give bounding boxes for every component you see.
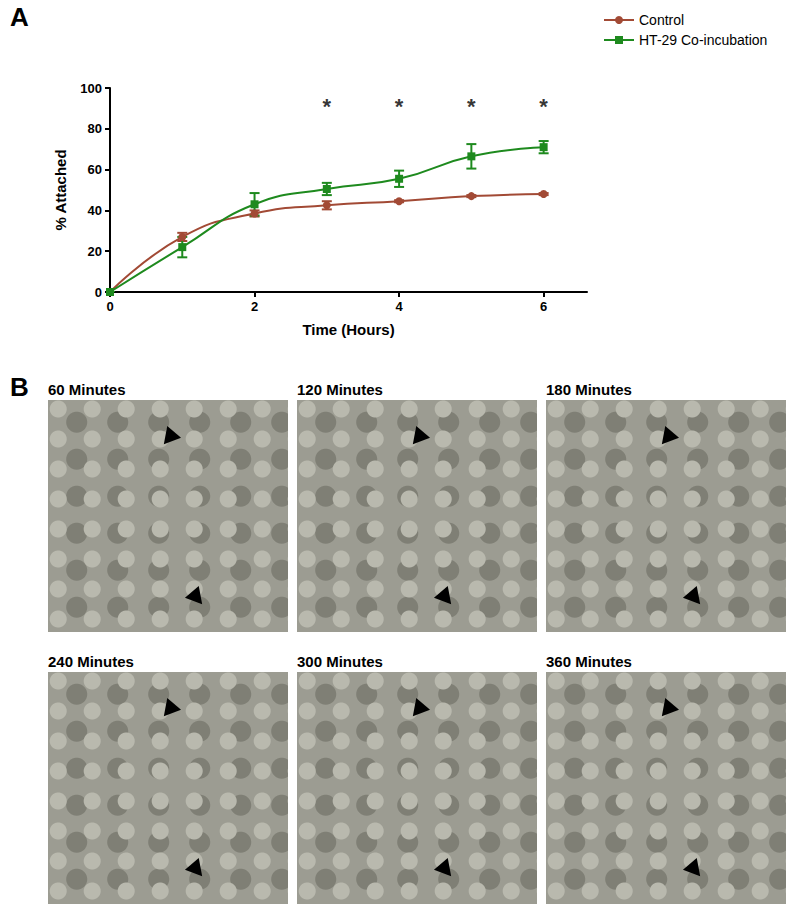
svg-text:6: 6 (540, 299, 547, 314)
html-text:240 Minutes: 240 Minutes (48, 653, 134, 670)
svg-text:*: * (323, 94, 332, 119)
svg-text:0: 0 (106, 299, 113, 314)
html-text:300 Minutes: 300 Minutes (297, 653, 383, 670)
svg-text:0: 0 (95, 285, 102, 300)
svg-text:% Attached: % Attached (52, 149, 69, 230)
svg-text:Time (Hours): Time (Hours) (302, 321, 394, 338)
svg-text:*: * (539, 94, 548, 119)
svg-text:2: 2 (251, 299, 258, 314)
svg-text:4: 4 (395, 299, 403, 314)
svg-text:Control: Control (639, 12, 684, 28)
svg-text:40: 40 (88, 203, 102, 218)
html-text:A: A (10, 2, 29, 32)
svg-text:HT-29 Co-incubation: HT-29 Co-incubation (639, 32, 767, 48)
svg-text:*: * (467, 94, 476, 119)
html-text:B: B (10, 372, 29, 402)
html-text:180 Minutes: 180 Minutes (546, 381, 632, 398)
html-text:360 Minutes: 360 Minutes (546, 653, 632, 670)
svg-text:60: 60 (88, 162, 102, 177)
svg-text:*: * (395, 94, 404, 119)
html-text:120 Minutes: 120 Minutes (297, 381, 383, 398)
svg-text:100: 100 (80, 81, 102, 96)
svg-text:20: 20 (88, 244, 102, 259)
html-text:60 Minutes: 60 Minutes (48, 381, 126, 398)
svg-text:80: 80 (88, 121, 102, 136)
